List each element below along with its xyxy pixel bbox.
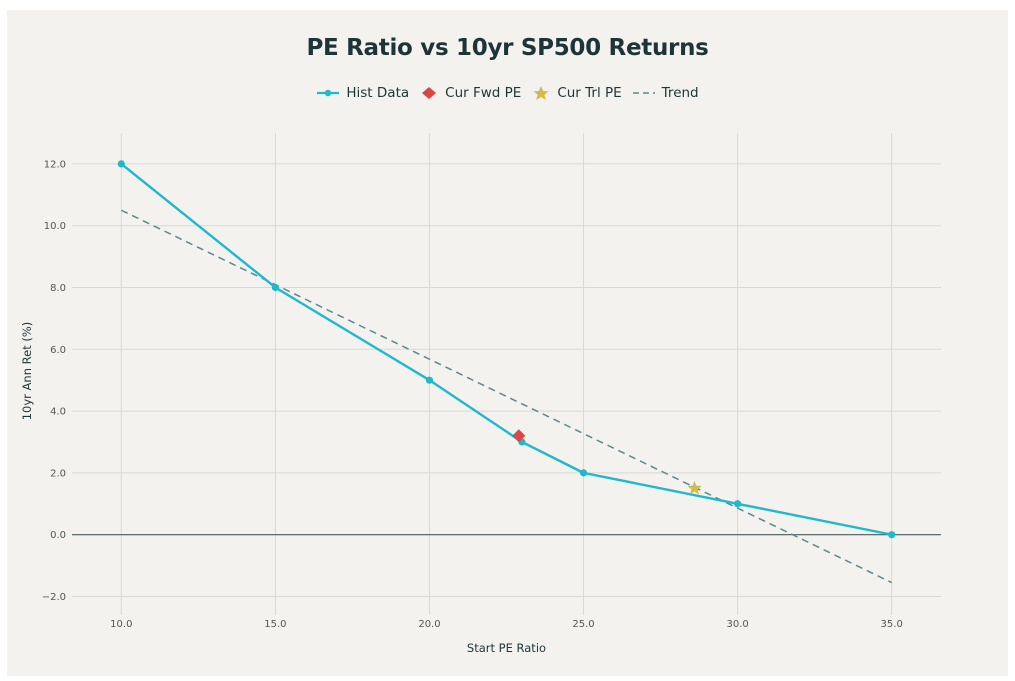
hist-data-point xyxy=(888,531,896,539)
legend-label: Trend xyxy=(661,85,699,101)
y-tick-label: 10.0 xyxy=(44,221,66,232)
y-tick-label: 0.0 xyxy=(50,530,66,541)
x-tick-label: 30.0 xyxy=(726,619,748,630)
chart-legend: Hist Data Cur Fwd PE Cur Trl PE Trend xyxy=(0,85,1015,101)
y-axis-title: 10yr Ann Ret (%) xyxy=(20,322,34,421)
chart-background xyxy=(7,10,1008,676)
legend-label: Hist Data xyxy=(346,85,410,101)
cur-trl-pe-marker xyxy=(687,480,702,495)
hist-data-point xyxy=(117,160,125,168)
hist-data-point xyxy=(425,376,434,384)
dashed-line-icon xyxy=(632,92,655,94)
y-tick-label: 6.0 xyxy=(50,345,66,356)
y-tick-label: −2.0 xyxy=(42,592,66,603)
x-axis-title: Start PE Ratio xyxy=(467,641,546,655)
hist-data-point xyxy=(579,469,588,477)
x-tick-label: 25.0 xyxy=(572,619,594,630)
x-tick-label: 20.0 xyxy=(418,619,440,630)
cur-fwd-pe-marker xyxy=(512,429,526,443)
y-tick-label: 8.0 xyxy=(50,283,66,294)
hist-data-point xyxy=(734,500,742,508)
legend-item-cur-trl-pe[interactable]: Cur Trl PE xyxy=(531,85,622,101)
diamond-icon xyxy=(422,87,437,99)
star-icon xyxy=(533,86,549,100)
legend-label: Cur Trl PE xyxy=(557,85,622,101)
x-tick-label: 15.0 xyxy=(264,619,286,630)
y-tick-label: 12.0 xyxy=(44,159,66,170)
chart-title: PE Ratio vs 10yr SP500 Returns xyxy=(306,35,709,61)
legend-item-cur-fwd-pe[interactable]: Cur Fwd PE xyxy=(419,85,521,101)
x-tick-label: 10.0 xyxy=(110,619,132,630)
legend-item-hist-data[interactable]: Hist Data xyxy=(316,85,409,101)
legend-label: Cur Fwd PE xyxy=(445,85,522,101)
legend-item-trend[interactable]: Trend xyxy=(632,85,699,101)
y-tick-label: 4.0 xyxy=(50,407,66,418)
hist-data-point xyxy=(271,283,279,292)
y-tick-label: 2.0 xyxy=(50,468,66,479)
line-marker-icon xyxy=(317,89,340,97)
trend-line xyxy=(120,209,893,584)
x-tick-label: 35.0 xyxy=(881,619,903,630)
